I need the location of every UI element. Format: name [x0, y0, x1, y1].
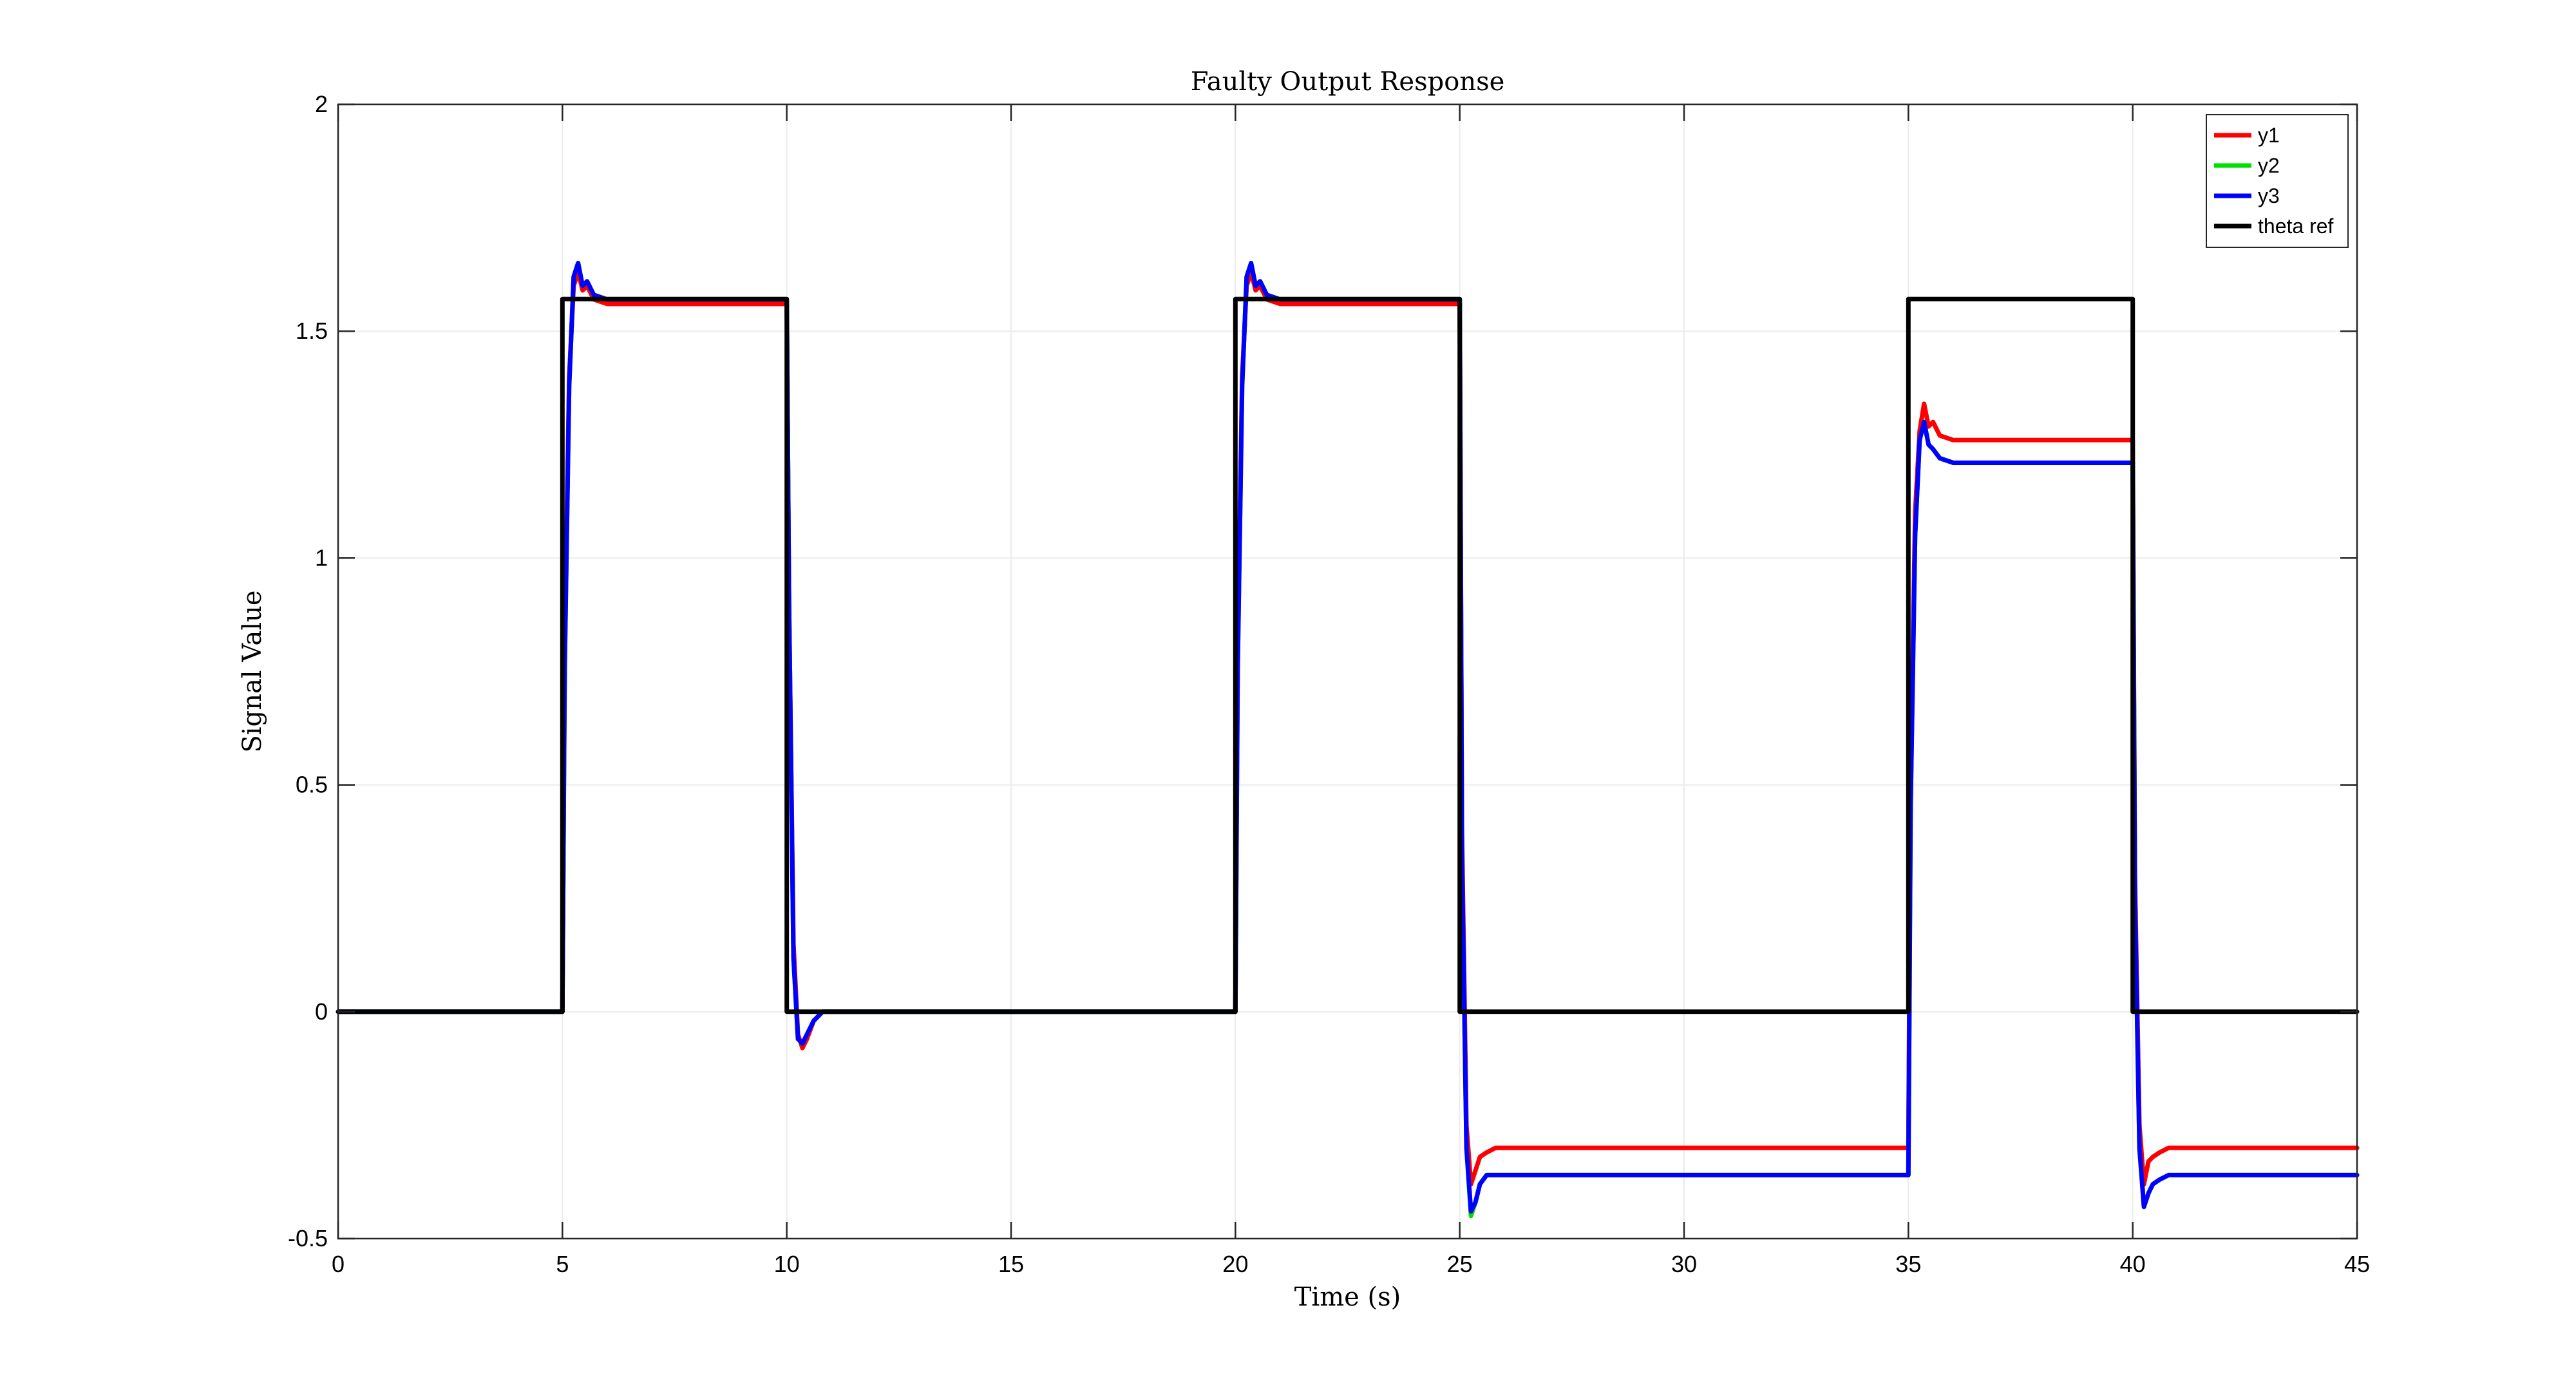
legend-entry: y1 — [2258, 124, 2280, 147]
ticks: 0 5 10 15 20 25 30 35 40 45-0.500.511.52 — [288, 91, 2370, 1277]
legend-entry: y3 — [2258, 184, 2280, 207]
legend: y1 y2 y3 theta ref — [2206, 114, 2349, 248]
y-tick-label: 0 — [315, 998, 328, 1025]
y-axis-label: Signal Value — [238, 590, 267, 752]
axes-frame — [337, 103, 2358, 1240]
x-tick-label: 45 — [2344, 1251, 2370, 1277]
x-tick-label: 15 — [998, 1251, 1024, 1277]
y-tick-label: 1 — [315, 544, 328, 571]
chart-title: Faulty Output Response — [1191, 67, 1505, 97]
legend-entry: y2 — [2258, 154, 2280, 177]
y-tick-label: 1.5 — [296, 318, 328, 344]
x-tick-label: 5 — [556, 1251, 569, 1277]
series-line-y1 — [336, 270, 2360, 1186]
y-tick-label: -0.5 — [288, 1225, 328, 1251]
x-tick-label: 10 — [774, 1251, 800, 1277]
series-group — [336, 261, 2360, 1219]
legend-entry: theta ref — [2258, 214, 2334, 238]
x-tick-label: 35 — [1895, 1251, 1921, 1277]
y-tick-label: 0.5 — [296, 772, 328, 798]
x-tick-label: 25 — [1447, 1251, 1473, 1277]
x-tick-label: 30 — [1671, 1251, 1697, 1277]
x-tick-label: 20 — [1222, 1251, 1248, 1277]
x-tick-label: 0 — [332, 1251, 345, 1277]
y-tick-label: 2 — [315, 91, 328, 117]
series-line-theta-ref — [336, 296, 2360, 1014]
x-axis-label: Time (s) — [1294, 1282, 1401, 1312]
x-tick-label: 40 — [2120, 1251, 2146, 1277]
